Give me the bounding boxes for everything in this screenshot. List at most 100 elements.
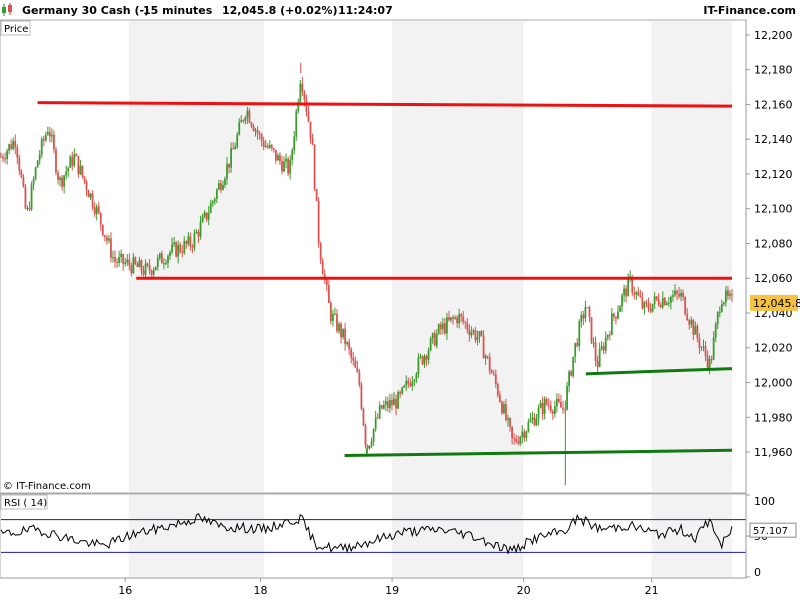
candle-body bbox=[562, 407, 564, 410]
candle-body bbox=[413, 380, 416, 382]
candle-body bbox=[452, 317, 454, 319]
candle-body bbox=[268, 144, 271, 148]
candle-body bbox=[537, 407, 540, 419]
candle-body bbox=[336, 313, 338, 332]
candle-body bbox=[238, 122, 241, 135]
candle-body bbox=[128, 259, 131, 266]
candle-body bbox=[158, 253, 161, 258]
timeframe: 15 minutes bbox=[143, 4, 213, 17]
candle-body bbox=[682, 292, 685, 298]
candle-body bbox=[492, 373, 495, 375]
time-tick-label: 20 bbox=[517, 584, 531, 597]
candle-body bbox=[281, 161, 283, 172]
candle-body bbox=[507, 418, 509, 420]
candle-body bbox=[315, 188, 318, 201]
candle-body bbox=[688, 320, 691, 325]
candle-body bbox=[120, 253, 123, 257]
candle-body bbox=[264, 145, 267, 148]
candle-body bbox=[598, 349, 601, 367]
candle-body bbox=[329, 303, 332, 322]
candle-body bbox=[234, 146, 237, 150]
candle-body bbox=[46, 132, 49, 135]
candle-body bbox=[517, 441, 520, 444]
candle-body bbox=[201, 216, 204, 223]
candle-body bbox=[393, 398, 395, 406]
candle-body bbox=[242, 120, 245, 122]
candle-body bbox=[103, 235, 106, 238]
price-tick-label: 11,980 bbox=[754, 411, 793, 424]
candle-body bbox=[663, 298, 666, 305]
candle-body bbox=[409, 383, 412, 387]
candle-body bbox=[386, 401, 389, 408]
candle-body bbox=[156, 257, 159, 267]
candle-body bbox=[356, 367, 359, 373]
candle-body bbox=[73, 154, 76, 166]
candle-body bbox=[295, 111, 298, 137]
candle-body bbox=[710, 358, 713, 360]
rsi-panel-label: RSI ( 14) bbox=[4, 498, 47, 509]
candle-body bbox=[327, 285, 330, 304]
candle-body bbox=[490, 370, 493, 374]
rsi-value-badge: 57.107 bbox=[749, 522, 797, 538]
rsi-line bbox=[0, 512, 733, 555]
candle-body bbox=[482, 335, 485, 359]
candle-body bbox=[252, 126, 255, 131]
candle-body bbox=[419, 356, 422, 358]
candle-body bbox=[529, 419, 532, 422]
candle-body bbox=[592, 342, 595, 344]
candle-body bbox=[488, 356, 491, 371]
price-tick-label: 12,180 bbox=[754, 64, 793, 77]
candle-body bbox=[183, 241, 186, 253]
candle-body bbox=[523, 431, 526, 439]
candle-body bbox=[431, 333, 434, 339]
rsi-session-band bbox=[128, 495, 265, 577]
candle-body bbox=[211, 201, 214, 204]
price-tick-label: 12,060 bbox=[754, 272, 793, 285]
candle-body bbox=[558, 399, 560, 402]
candle-body bbox=[405, 380, 408, 386]
candle-body bbox=[142, 271, 145, 275]
candle-body bbox=[126, 259, 129, 263]
support-lower-line bbox=[344, 448, 733, 458]
candle-body bbox=[539, 402, 542, 408]
candle-body bbox=[317, 200, 320, 244]
candle-body bbox=[16, 147, 19, 158]
candle-body bbox=[441, 323, 444, 330]
candle-body bbox=[152, 269, 155, 275]
candle-body bbox=[0, 156, 2, 158]
candle-body bbox=[101, 224, 104, 236]
candle-body bbox=[313, 145, 316, 189]
candle-body bbox=[718, 311, 721, 313]
candle-body bbox=[22, 177, 25, 187]
candle-body bbox=[199, 222, 202, 237]
candle-body bbox=[686, 314, 689, 321]
candle-body bbox=[423, 356, 426, 365]
candle-body bbox=[590, 317, 593, 343]
candle-body bbox=[266, 145, 269, 148]
candle-body bbox=[509, 418, 511, 427]
candle-body bbox=[350, 349, 353, 358]
candle-body bbox=[344, 328, 347, 344]
price-label-box bbox=[0, 20, 31, 36]
candle-body bbox=[362, 408, 365, 426]
candle-body bbox=[698, 338, 701, 348]
candle-body bbox=[696, 326, 699, 339]
candle-body bbox=[415, 374, 418, 381]
candle-body bbox=[87, 190, 90, 198]
candle-body bbox=[36, 160, 39, 168]
candle-body bbox=[729, 294, 731, 296]
candle-body bbox=[116, 261, 118, 263]
candle-body bbox=[454, 317, 456, 319]
candle-body bbox=[146, 263, 149, 266]
rsi-bands bbox=[1, 495, 746, 577]
candle-body bbox=[203, 212, 206, 217]
candle-body bbox=[647, 303, 650, 309]
candle-body bbox=[110, 238, 112, 258]
price-tick-label: 11,960 bbox=[754, 446, 793, 459]
candle-body bbox=[354, 360, 357, 368]
candle-body bbox=[515, 438, 518, 442]
candle-body bbox=[148, 265, 151, 271]
price-tick-label: 12,120 bbox=[754, 168, 793, 181]
candle-body bbox=[631, 276, 634, 293]
candle-body bbox=[26, 208, 29, 210]
